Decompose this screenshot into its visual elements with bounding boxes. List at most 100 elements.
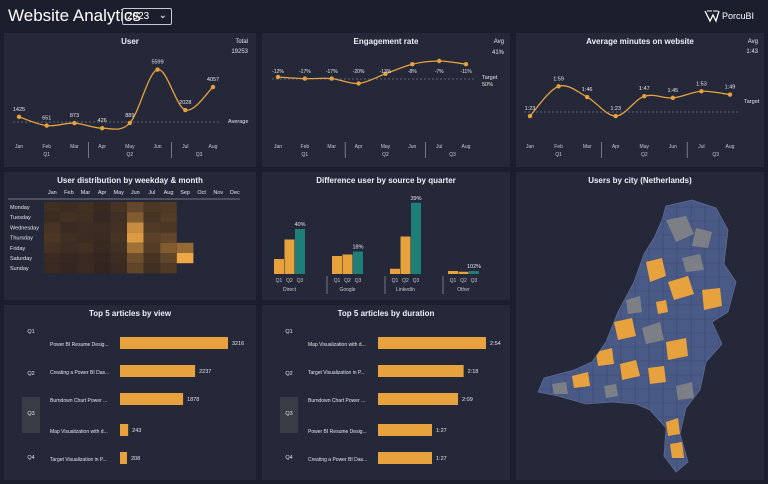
bar-label: 3216 <box>232 341 244 347</box>
engagement-avg-label: Avg <box>493 39 504 45</box>
x-tick-label: Q2 <box>460 278 467 284</box>
x-tick-label: Apr <box>98 144 106 150</box>
heatmap-month-label: Jan <box>48 190 57 196</box>
duration-panel: Top 5 articles by duration Q1 Q2 Q3 Q4 Map V… <box>262 305 510 480</box>
quarter-label: Q1 <box>302 152 309 158</box>
data-label: 1:23 <box>610 106 621 112</box>
data-label: 1:46 <box>582 87 593 93</box>
bar <box>353 251 363 274</box>
data-label: 1:47 <box>639 86 650 92</box>
duration-bar-chart: Q1 Q2 Q3 Q4 Map Visualization with d... 2:54 T… <box>280 329 501 464</box>
quarter-slicer-q4: Q4 <box>27 455 34 461</box>
x-tick-label: Q3 <box>413 278 420 284</box>
data-point <box>383 71 388 77</box>
data-label: 426 <box>98 118 107 124</box>
user-line-chart: 1425 Jan 651 Feb 873 Mar 426 Apr 889 May 5599 Jun 20… <box>13 60 248 158</box>
quarter-slicer-q1: Q1 <box>285 329 292 335</box>
heatmap-cell <box>44 263 61 274</box>
heatmap-cell <box>77 232 94 243</box>
data-point <box>329 76 334 81</box>
heatmap-month-label: Jul <box>148 190 155 196</box>
x-tick-label: May <box>381 144 391 150</box>
views-panel: Top 5 articles by view Q1 Q2 Q3 Q4 Power BI … <box>4 305 256 480</box>
heatmap-cell <box>127 232 144 243</box>
quarter-label: Q3 <box>712 152 719 158</box>
user-panel: User Total 19253 1425 Jan 651 Feb 873 Mar 426 A… <box>4 33 256 167</box>
heatmap-cell <box>44 202 61 213</box>
bar <box>120 452 127 464</box>
heatmap-day-label: Wednesday <box>10 225 39 231</box>
heatmap-cell <box>44 242 61 253</box>
data-point <box>44 123 49 128</box>
data-point <box>356 81 361 86</box>
x-tick-label: Jan <box>274 144 282 150</box>
x-tick-label: Aug <box>209 144 218 150</box>
data-point <box>727 92 733 97</box>
heatmap-cell <box>93 242 111 253</box>
heatmap-day-label: Friday <box>10 246 26 252</box>
quarter-slicer-q3: Q3 <box>27 411 34 417</box>
heatmap-cell <box>93 212 111 223</box>
source-panel-title: Difference user by source by quarter <box>316 176 456 185</box>
heatmap-cell <box>143 222 161 233</box>
bar <box>378 424 432 436</box>
bar <box>120 424 129 436</box>
map-city-regions <box>552 216 722 458</box>
x-tick-label: Jan <box>15 144 23 150</box>
bar <box>332 256 342 274</box>
heatmap-cell <box>93 253 111 264</box>
heatmap-cell <box>110 242 127 253</box>
data-label: 1:23 <box>525 106 536 112</box>
x-tick-label: Jun <box>669 144 677 150</box>
x-tick-label: Apr <box>612 144 620 150</box>
x-tick-label: Mar <box>70 144 79 150</box>
data-point <box>613 113 618 119</box>
x-tick-label: Jul <box>436 144 442 150</box>
x-tick-label: Q3 <box>355 278 362 284</box>
data-label: 1:49 <box>725 85 736 91</box>
chevron-down-icon: ⌄ <box>158 10 167 21</box>
data-label: 2028 <box>179 100 191 106</box>
map-panel: Users by city (Netherlands) <box>516 172 764 480</box>
minutes-panel-title: Average minutes on website <box>586 37 694 46</box>
heatmap-cell <box>110 232 127 243</box>
x-tick-label: Feb <box>554 144 563 150</box>
heatmap-cell <box>160 222 177 233</box>
heatmap-cell <box>77 202 94 213</box>
quarter-slicer-q2: Q2 <box>285 371 292 377</box>
heatmap-month-label: Mar <box>81 190 91 196</box>
data-point <box>463 62 469 67</box>
bar-label: 2:54 <box>490 341 501 347</box>
heatmap-cell <box>160 253 177 264</box>
bar <box>284 239 295 274</box>
year-dropdown[interactable]: 2023 ⌄ <box>122 8 172 25</box>
article-label: Target Visualization in P... <box>50 457 107 463</box>
heatmap-month-label: Aug <box>164 190 174 196</box>
netherlands-map[interactable] <box>516 172 764 480</box>
header-bar: Website Analytics 2023 ⌄ PorcuBI <box>0 0 768 32</box>
heatmap-panel: User distribution by weekday & month Jan… <box>4 172 256 300</box>
series-line <box>277 60 467 85</box>
heatmap-cell <box>93 263 111 274</box>
x-tick-label: Mar <box>327 144 336 150</box>
views-panel-title: Top 5 articles by view <box>88 309 172 318</box>
heatmap-cell <box>44 222 61 233</box>
heatmap-cell <box>143 232 161 243</box>
heatmap-cell <box>60 222 78 233</box>
heatmap-cell <box>110 253 127 264</box>
heatmap-cell <box>60 242 78 253</box>
x-tick-label: Aug <box>726 144 735 150</box>
data-label: 889 <box>125 113 134 119</box>
heatmap-month-label: Jun <box>131 190 140 196</box>
data-point <box>699 89 704 94</box>
x-tick-label: Aug <box>462 144 471 150</box>
heatmap-panel-title: User distribution by weekday & month <box>57 176 203 185</box>
logo-text: PorcuBI <box>722 11 755 21</box>
data-point <box>127 120 133 126</box>
target-value: 50% <box>482 82 493 88</box>
x-tick-label: Jul <box>698 144 704 150</box>
heatmap-cell <box>176 242 194 253</box>
engagement-panel: Engagement rate Avg 41% Jan Feb Mar Apr May J… <box>262 33 510 167</box>
data-point <box>302 76 308 81</box>
